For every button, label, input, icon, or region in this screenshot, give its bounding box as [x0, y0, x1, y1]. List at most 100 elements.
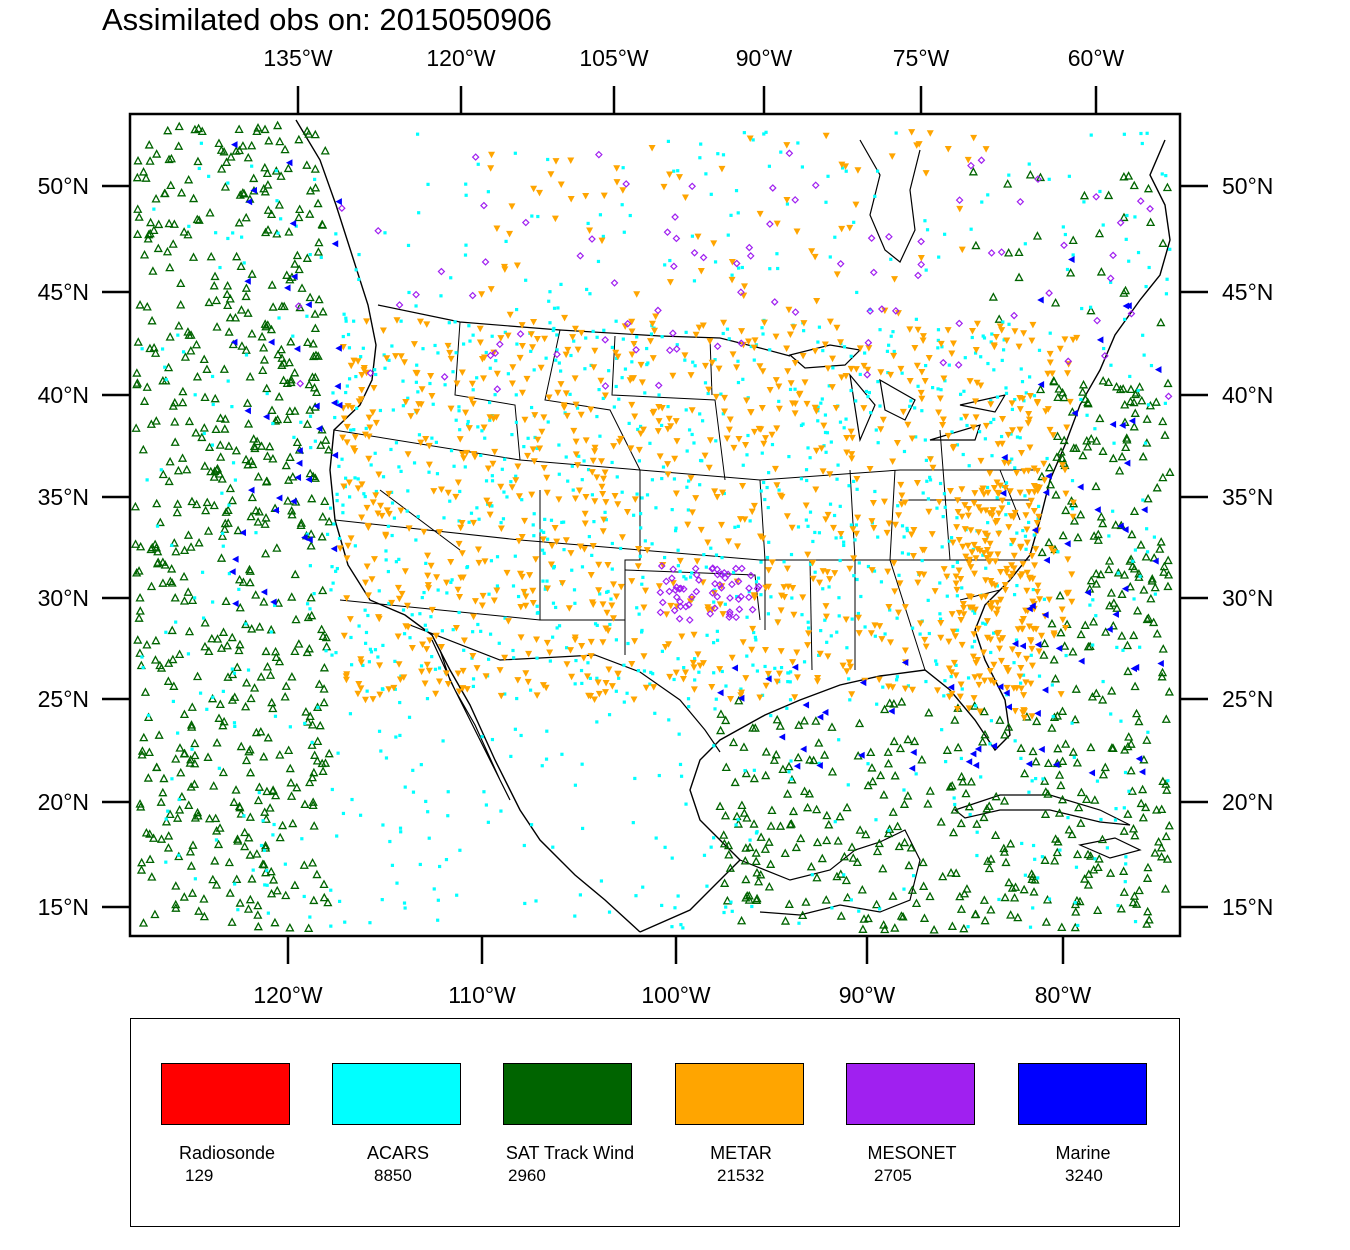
- observation-marker: [386, 524, 390, 528]
- observation-marker: [459, 667, 467, 675]
- observation-marker: [1010, 892, 1020, 902]
- observation-marker: [899, 799, 910, 808]
- observation-marker: [202, 364, 212, 373]
- observation-marker: [285, 159, 293, 167]
- observation-marker: [588, 235, 596, 243]
- observation-marker: [1127, 786, 1137, 795]
- observation-marker: [721, 153, 726, 157]
- observation-marker: [500, 467, 504, 471]
- observation-marker: [614, 501, 622, 508]
- observation-marker: [515, 537, 523, 545]
- observation-marker: [1154, 837, 1164, 846]
- observation-marker: [1076, 787, 1086, 797]
- observation-marker: [716, 152, 720, 156]
- observation-marker: [854, 718, 865, 728]
- observation-marker: [908, 404, 912, 408]
- observation-marker: [618, 534, 626, 541]
- observation-marker: [959, 417, 963, 421]
- observation-marker: [266, 911, 270, 915]
- observation-marker: [1064, 357, 1073, 366]
- observation-marker: [817, 325, 822, 329]
- observation-marker: [955, 537, 963, 544]
- legend-count-mesonet: 2705: [874, 1166, 912, 1185]
- observation-marker: [489, 460, 497, 468]
- observation-marker: [690, 631, 698, 639]
- observation-marker: [397, 507, 405, 515]
- observation-marker: [1023, 494, 1027, 498]
- observation-marker: [390, 501, 395, 505]
- observation-marker: [676, 169, 680, 173]
- observation-marker: [610, 279, 619, 287]
- observation-marker: [1055, 644, 1063, 652]
- observation-marker: [1129, 421, 1139, 431]
- observation-marker: [609, 597, 613, 601]
- observation-marker: [325, 532, 330, 536]
- observation-marker: [1030, 465, 1038, 472]
- observation-marker: [760, 319, 768, 327]
- observation-marker: [434, 440, 438, 444]
- observation-marker: [705, 884, 709, 888]
- observation-marker: [885, 520, 893, 527]
- observation-marker: [759, 535, 767, 542]
- observation-marker: [436, 588, 440, 592]
- observation-marker: [1043, 758, 1054, 768]
- observation-marker: [1152, 628, 1162, 638]
- observation-marker: [892, 349, 896, 354]
- observation-marker: [964, 542, 972, 550]
- observation-marker: [728, 737, 739, 747]
- observation-marker: [567, 550, 575, 557]
- observation-marker: [159, 468, 163, 472]
- observation-marker: [165, 576, 175, 586]
- observation-marker: [1088, 603, 1092, 607]
- observation-marker: [1050, 673, 1061, 683]
- observation-marker: [1086, 742, 1096, 752]
- observation-marker: [1145, 550, 1150, 554]
- observation-marker: [1064, 370, 1072, 377]
- observation-marker: [312, 756, 322, 765]
- observation-marker: [716, 601, 724, 608]
- observation-marker: [231, 231, 235, 235]
- observation-marker: [155, 524, 160, 528]
- observation-marker: [841, 875, 851, 885]
- observation-marker: [245, 744, 255, 754]
- observation-marker: [551, 524, 559, 532]
- observation-marker: [1127, 309, 1136, 318]
- observation-marker: [953, 706, 961, 713]
- observation-marker: [272, 822, 276, 827]
- observation-marker: [777, 648, 785, 655]
- observation-marker: [331, 391, 335, 395]
- observation-marker: [1004, 722, 1014, 731]
- observation-marker: [992, 631, 996, 635]
- observation-marker: [628, 318, 636, 326]
- observation-marker: [439, 294, 443, 298]
- observation-marker: [1061, 505, 1071, 515]
- observation-marker: [266, 866, 276, 876]
- observation-marker: [1070, 721, 1074, 725]
- observation-marker: [620, 203, 624, 207]
- observation-marker: [981, 621, 985, 625]
- observation-marker: [958, 641, 966, 649]
- observation-marker: [1130, 830, 1140, 840]
- observation-marker: [259, 597, 269, 606]
- observation-marker: [767, 805, 777, 814]
- observation-marker: [1112, 610, 1119, 618]
- observation-marker: [1107, 534, 1111, 538]
- observation-marker: [637, 459, 641, 463]
- observation-marker: [390, 684, 398, 692]
- observation-marker: [1070, 479, 1075, 483]
- observation-marker: [767, 164, 772, 168]
- observation-marker: [360, 367, 368, 374]
- observation-marker: [346, 332, 351, 337]
- observation-marker: [768, 267, 772, 271]
- observation-marker: [399, 830, 403, 834]
- observation-marker: [706, 437, 714, 444]
- observation-marker: [890, 770, 900, 780]
- observation-marker: [1006, 488, 1014, 495]
- observation-marker: [955, 443, 960, 447]
- observation-marker: [760, 326, 764, 330]
- observation-marker: [610, 345, 614, 350]
- observation-marker: [211, 813, 221, 823]
- observation-marker: [395, 301, 404, 309]
- observation-marker: [705, 386, 713, 394]
- observation-marker: [317, 531, 327, 541]
